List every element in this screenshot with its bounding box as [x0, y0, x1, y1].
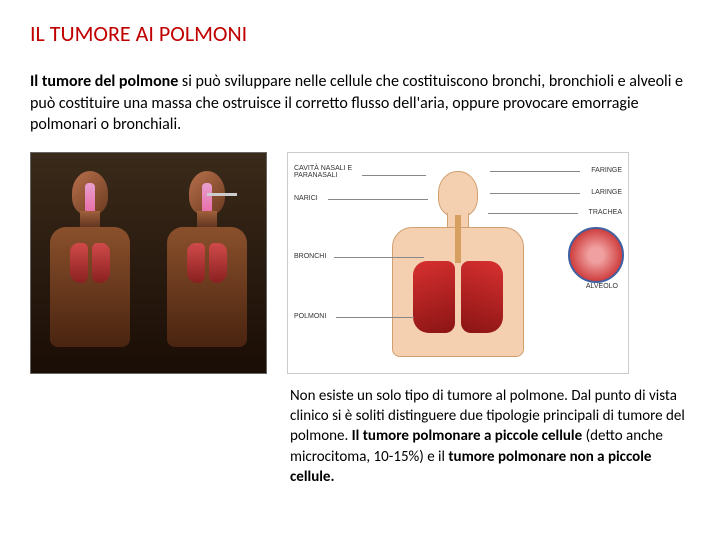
respiratory-diagram: CAVITÀ NASALI E PARANASALI NARICI BRONCH… — [287, 152, 629, 374]
bottom-bold1: Il tumore polmonare a piccole cellule — [352, 427, 583, 445]
label-bronchi: BRONCHI — [294, 253, 326, 260]
images-row: CAVITÀ NASALI E PARANASALI NARICI BRONCH… — [30, 152, 690, 374]
label-polmoni: POLMONI — [294, 313, 326, 320]
label-trachea: TRACHEA — [589, 209, 622, 216]
label-alveolo: ALVEOLO — [586, 283, 618, 290]
intro-bold: Il tumore del polmone — [30, 72, 178, 91]
smoking-bodies-image — [30, 152, 267, 374]
label-laringe: LARINGE — [591, 189, 622, 196]
intro-paragraph: Il tumore del polmone si può sviluppare … — [30, 71, 690, 136]
label-narici: NARICI — [294, 195, 318, 202]
label-cavita: CAVITÀ NASALI E PARANASALI — [294, 165, 366, 179]
label-faringe: FARINGE — [591, 167, 622, 174]
page-title: IL TUMORE AI POLMONI — [30, 20, 690, 47]
bottom-paragraph: Non esiste un solo tipo di tumore al pol… — [290, 386, 690, 487]
